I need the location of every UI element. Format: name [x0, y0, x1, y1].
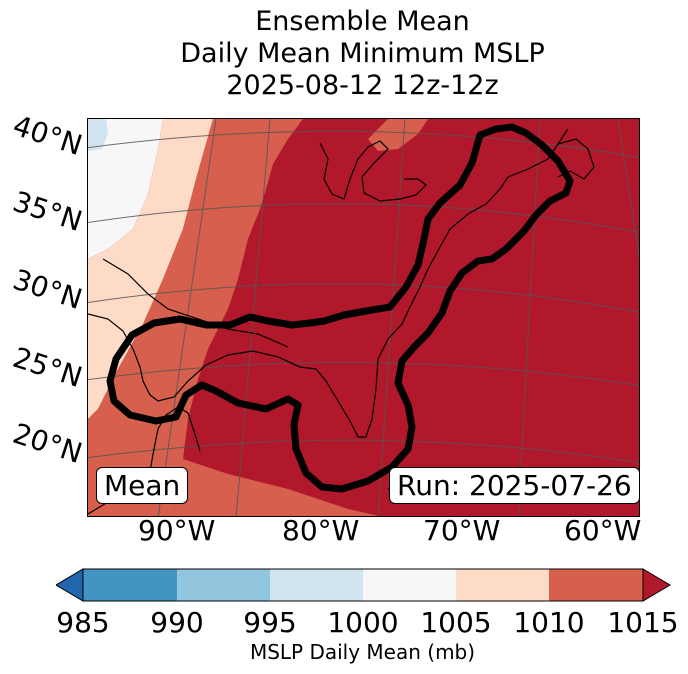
colorbar-label: MSLP Daily Mean (mb) [249, 640, 476, 664]
colorbar-tick-1015: 1015 [607, 606, 679, 639]
colorbar-tick-990: 990 [150, 606, 204, 639]
lat-label-35: 35°N [8, 184, 87, 239]
band-995-1000 [88, 119, 108, 151]
colorbar [56, 568, 671, 602]
lon-label-60: 60°W [564, 514, 642, 547]
colorbar-seg-1000-1005 [363, 569, 456, 601]
band-1010-1015-north [368, 119, 428, 151]
colorbar-seg-1005-1010 [456, 569, 549, 601]
band-1010-1015-south [173, 459, 380, 516]
map-panel [87, 118, 640, 517]
lat-label-40: 40°N [8, 108, 87, 163]
band-1005-1010 [88, 119, 213, 419]
colorbar-tick-1010: 1010 [513, 606, 585, 639]
run-date-box: Run: 2025-07-26 [389, 467, 640, 504]
title-line-3: 2025-08-12 12z-12z [226, 70, 499, 101]
mslp-contour [106, 123, 574, 493]
lat-label-25: 25°N [8, 340, 87, 395]
colorbar-extend-low [56, 568, 84, 602]
band-1000-1005 [88, 119, 163, 259]
title-line-1: Ensemble Mean [255, 6, 470, 37]
lat-label-20: 20°N [8, 416, 87, 471]
colorbar-tick-985: 985 [56, 606, 110, 639]
colorbar-seg-985-990 [83, 569, 177, 601]
lat-label-30: 30°N [8, 262, 87, 317]
title-line-2: Daily Mean Minimum MSLP [180, 38, 545, 69]
colorbar-tick-1000: 1000 [327, 606, 399, 639]
coastlines [88, 128, 595, 515]
lon-label-70: 70°W [423, 514, 501, 547]
lon-label-90: 90°W [138, 514, 216, 547]
colorbar-seg-990-995 [177, 569, 270, 601]
lon-label-80: 80°W [282, 514, 360, 547]
colorbar-tick-1005: 1005 [420, 606, 492, 639]
mslp-map [88, 119, 639, 516]
colorbar-seg-995-1000 [270, 569, 363, 601]
colorbar-tick-995: 995 [243, 606, 297, 639]
colorbar-extend-high [642, 568, 671, 602]
stat-box: Mean [96, 467, 189, 504]
colorbar-seg-1010-1015 [549, 569, 643, 601]
